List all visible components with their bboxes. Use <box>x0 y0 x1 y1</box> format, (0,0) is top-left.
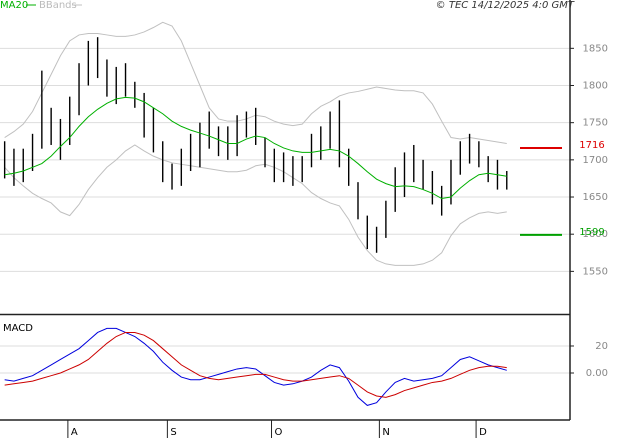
x-tick-label: A <box>71 427 78 438</box>
y-tick-label: 0.00 <box>586 368 608 379</box>
line <box>4 327 507 406</box>
x-tick-label: O <box>275 427 283 438</box>
x-tick-label: N <box>382 427 389 438</box>
legend-entry: MA20 <box>0 0 28 11</box>
y-tick-label: 1550 <box>583 266 608 277</box>
x-tick-label: D <box>479 427 487 438</box>
y-tick-label: 20 <box>595 341 608 352</box>
source-note: © TEC 14/12/2025 4:0 GMT <box>436 0 575 11</box>
y-tick-label: 1850 <box>583 43 608 54</box>
x-tick-label: S <box>170 427 176 438</box>
level-label: 1599 <box>579 227 604 238</box>
line <box>4 96 507 200</box>
y-tick-label: 1750 <box>583 118 608 129</box>
y-tick-label: 1800 <box>583 80 608 91</box>
panel-title: MACD <box>3 323 33 334</box>
y-tick-label: 1600 <box>583 229 608 240</box>
legend-entry: BBands <box>39 0 77 11</box>
line <box>4 144 507 266</box>
line <box>4 331 507 398</box>
level-label: 1716 <box>579 140 604 151</box>
y-tick-label: 1700 <box>583 155 608 166</box>
y-tick-label: 1650 <box>583 192 608 203</box>
